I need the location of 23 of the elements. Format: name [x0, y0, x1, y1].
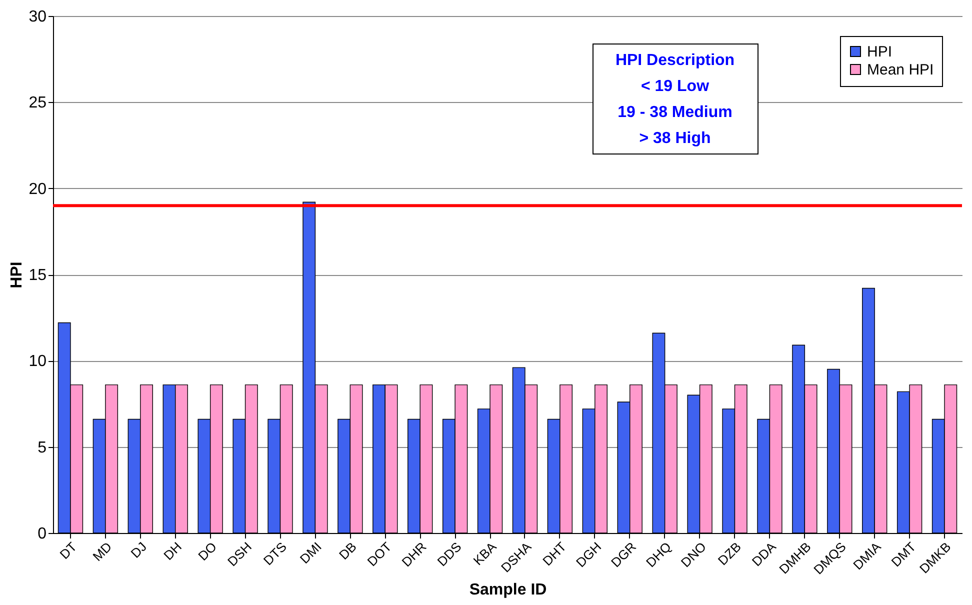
x-tick-label: DJ [128, 539, 150, 561]
y-tick-label: 25 [28, 94, 47, 112]
x-axis-title: Sample ID [469, 581, 547, 598]
x-tick-label: DO [195, 539, 220, 564]
y-tick-label: 15 [28, 267, 47, 284]
annotation: 19 - 38 Medium [618, 104, 732, 121]
x-tick-label: KBA [470, 538, 500, 568]
x-tick-label: DMI [296, 539, 324, 567]
legend-label: Mean HPI [867, 62, 934, 78]
annotation: > 38 High [639, 130, 711, 147]
y-tick-label: 0 [38, 526, 47, 542]
annotation: HPI Description [615, 52, 735, 69]
y-tick-label: 20 [28, 180, 47, 198]
x-tick-label: DH [160, 539, 185, 563]
x-tick-label: DB [336, 539, 360, 562]
y-tick-label: 10 [28, 353, 47, 370]
legend-label: HPI [867, 44, 892, 60]
x-tick-label: MD [90, 539, 115, 564]
x-tick-label: DT [56, 539, 80, 562]
y-tick-label: 5 [38, 439, 47, 456]
annotation: < 19 Low [640, 78, 710, 95]
y-tick-label: 30 [28, 8, 47, 26]
y-axis-title: HPI [8, 262, 26, 288]
